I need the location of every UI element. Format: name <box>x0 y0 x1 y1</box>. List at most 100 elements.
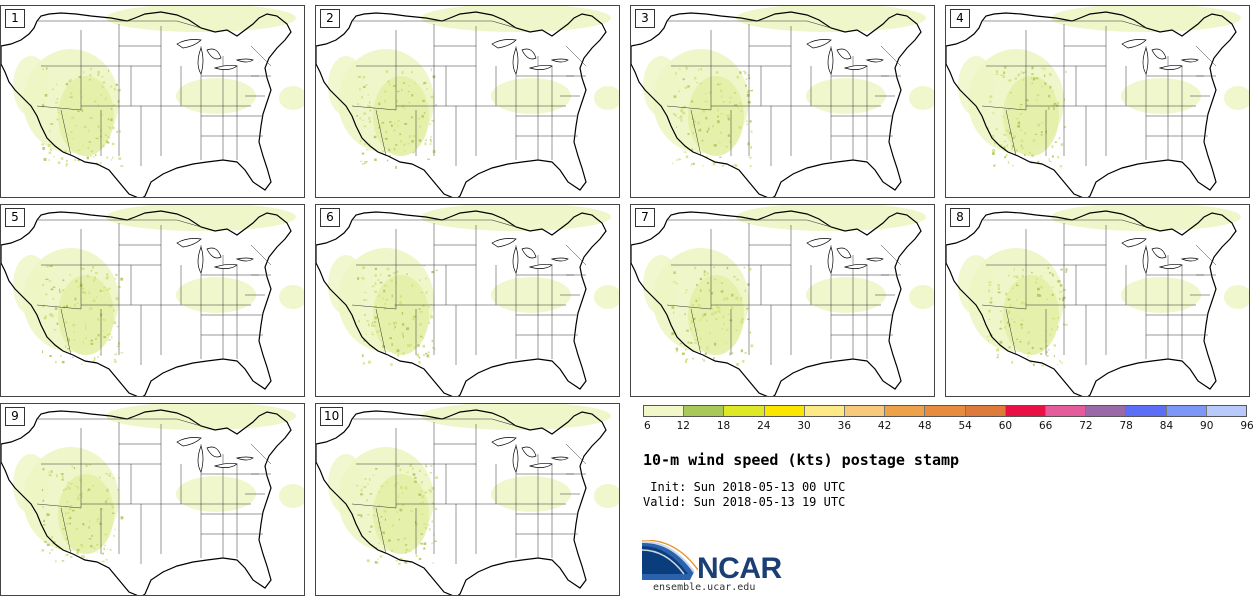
wind-speed-shading <box>373 275 429 355</box>
wind-speed-shading <box>594 484 619 508</box>
wind-speed-shading <box>491 277 571 313</box>
colorbar-tick-label: 18 <box>716 420 731 432</box>
colorbar-tick-label: 54 <box>958 420 972 432</box>
member-number-label: 9 <box>5 407 25 426</box>
colorbar-swatch <box>965 406 1006 416</box>
member-map-6: 6 <box>315 204 620 397</box>
wind-speed-shading <box>279 86 304 110</box>
member-number-label: 5 <box>5 208 25 227</box>
wind-speed-shading <box>176 78 256 114</box>
ncar-wordmark: NCAR <box>697 552 782 585</box>
wind-speed-shading <box>1224 86 1249 110</box>
usa-map <box>1 205 304 396</box>
wind-speed-shading <box>909 86 934 110</box>
usa-map <box>631 6 934 197</box>
wind-speed-shading <box>643 56 679 116</box>
colorbar-tick-label: 24 <box>757 420 771 432</box>
member-number-label: 8 <box>950 208 970 227</box>
member-number-label: 4 <box>950 9 970 28</box>
colorbar-swatch <box>1046 406 1087 416</box>
ncar-swoosh-icon <box>641 539 699 580</box>
wind-speed-shading <box>176 476 256 512</box>
wind-speed-shading <box>58 474 114 554</box>
wind-speed-shading <box>958 255 994 315</box>
colorbar-tick-label: 42 <box>877 420 892 432</box>
wind-speed-shading <box>909 285 934 309</box>
colorbar-tick-label: 66 <box>1038 420 1053 432</box>
colorbar-swatch <box>1206 406 1247 416</box>
usa-map <box>316 404 619 595</box>
member-map-2: 2 <box>315 5 620 198</box>
wind-speed-shading <box>328 255 364 315</box>
wind-speed-shading <box>373 474 429 554</box>
usa-map <box>1 6 304 197</box>
forecast-times: Init: Sun 2018-05-13 00 UTC Valid: Sun 20… <box>643 480 845 510</box>
usa-map <box>631 205 934 396</box>
colorbar-tick-label: 30 <box>797 420 811 432</box>
colorbar-swatch <box>644 406 685 416</box>
colorbar-tick-label: 6 <box>644 420 651 432</box>
member-number-label: 1 <box>5 9 25 28</box>
chart-title: 10-m wind speed (kts) postage stamp <box>643 451 960 469</box>
colorbar-swatch <box>764 406 805 416</box>
usa-map <box>316 6 619 197</box>
colorbar-tick-label: 84 <box>1159 420 1174 432</box>
member-map-7: 7 <box>630 204 935 397</box>
wind-speed-shading <box>279 484 304 508</box>
wind-speed-shading <box>1224 285 1249 309</box>
colorbar-tick-labels: 6 12 18 24 30 36 42 48 54 60 66 72 78 84 90 96 <box>643 420 1254 434</box>
member-map-1: 1 <box>0 5 305 198</box>
wind-speed-shading <box>13 454 49 514</box>
wind-speed-shading <box>13 255 49 315</box>
member-map-9: 9 <box>0 403 305 596</box>
wind-speed-shading <box>594 285 619 309</box>
wind-speed-shading <box>1003 275 1059 355</box>
valid-time: Valid: Sun 2018-05-13 19 UTC <box>643 495 846 509</box>
wind-speed-shading <box>806 277 886 313</box>
member-map-4: 4 <box>945 5 1250 198</box>
wind-speed-shading <box>958 56 994 116</box>
member-number-label: 10 <box>320 407 344 426</box>
usa-map <box>946 6 1249 197</box>
member-number-label: 6 <box>320 208 340 227</box>
colorbar-tick-label: 78 <box>1119 420 1133 432</box>
colorbar-swatch <box>1126 406 1167 416</box>
colorbar-swatch <box>925 406 966 416</box>
init-time: Init: Sun 2018-05-13 00 UTC <box>643 480 846 494</box>
wind-speed-shading <box>58 275 114 355</box>
wind-speed-shading <box>1003 76 1059 156</box>
wind-speed-shading <box>373 76 429 156</box>
colorbar-swatch <box>1166 406 1207 416</box>
wind-speed-shading <box>58 76 114 156</box>
usa-map <box>946 205 1249 396</box>
wind-speed-shading <box>688 275 744 355</box>
colorbar-swatch <box>804 406 846 416</box>
colorbar-swatch <box>1005 406 1047 416</box>
wind-speed-shading <box>279 285 304 309</box>
wind-speed-shading <box>1121 277 1201 313</box>
member-number-label: 2 <box>320 9 340 28</box>
wind-speed-shading <box>1121 78 1201 114</box>
wind-speed-shading <box>491 476 571 512</box>
colorbar-swatch <box>845 406 886 416</box>
wind-speed-shading <box>688 76 744 156</box>
colorbar-tick-label: 96 <box>1240 420 1254 432</box>
usa-map <box>1 404 304 595</box>
colorbar-tick-label: 12 <box>676 420 690 432</box>
wind-speed-shading <box>13 56 49 116</box>
wind-speed-shading <box>491 78 571 114</box>
member-number-label: 3 <box>635 9 655 28</box>
usa-map <box>316 205 619 396</box>
ncar-logo: NCAR ensemble.ucar.edu <box>641 539 802 595</box>
colorbar-legend: 6 12 18 24 30 36 42 48 54 60 66 72 78 84 90 96 <box>643 405 1254 434</box>
member-map-8: 8 <box>945 204 1250 397</box>
colorbar <box>643 405 1247 417</box>
colorbar-swatch <box>684 406 725 416</box>
wind-speed-shading <box>328 454 364 514</box>
colorbar-tick-label: 60 <box>998 420 1013 432</box>
colorbar-tick-label: 90 <box>1200 420 1214 432</box>
member-map-10: 10 <box>315 403 620 596</box>
wind-speed-shading <box>806 78 886 114</box>
member-map-3: 3 <box>630 5 935 198</box>
colorbar-swatch <box>1086 406 1127 416</box>
